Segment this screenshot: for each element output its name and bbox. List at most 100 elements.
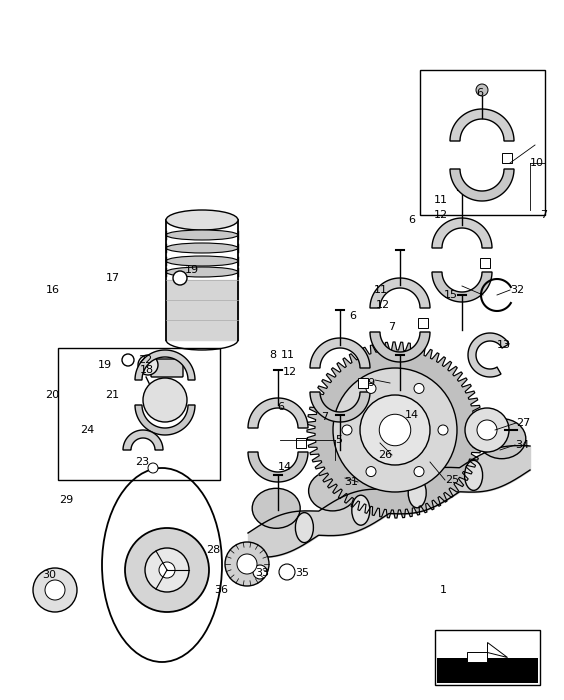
Circle shape: [253, 565, 267, 579]
Circle shape: [414, 467, 424, 477]
Text: 6: 6: [277, 402, 284, 412]
Polygon shape: [307, 342, 483, 518]
Text: 7: 7: [540, 210, 547, 220]
Circle shape: [173, 271, 187, 285]
Ellipse shape: [365, 454, 413, 494]
Circle shape: [366, 384, 376, 393]
Bar: [437, 658, 538, 683]
Ellipse shape: [166, 256, 238, 266]
Text: 14: 14: [405, 410, 419, 420]
Ellipse shape: [252, 489, 300, 528]
Text: 11: 11: [434, 195, 448, 205]
Polygon shape: [123, 430, 163, 450]
Text: 27: 27: [516, 418, 530, 428]
Text: 25: 25: [445, 475, 459, 485]
Text: 30: 30: [42, 570, 56, 580]
Text: 22: 22: [138, 355, 152, 365]
Circle shape: [148, 463, 158, 473]
Text: 33: 33: [255, 568, 269, 578]
Polygon shape: [135, 405, 195, 435]
Polygon shape: [432, 218, 492, 248]
Circle shape: [159, 562, 175, 578]
Text: 23: 23: [135, 457, 149, 467]
Polygon shape: [468, 643, 508, 662]
Text: 7: 7: [388, 322, 395, 332]
Text: 34: 34: [515, 440, 529, 450]
Ellipse shape: [166, 243, 238, 253]
Polygon shape: [248, 452, 308, 482]
Circle shape: [379, 414, 411, 446]
Text: 13: 13: [497, 340, 511, 350]
Circle shape: [143, 378, 187, 422]
Text: 18: 18: [140, 365, 154, 375]
Text: 19: 19: [185, 265, 199, 275]
Ellipse shape: [166, 230, 238, 240]
Bar: [296, 438, 306, 448]
Polygon shape: [468, 333, 509, 377]
Ellipse shape: [352, 495, 370, 525]
Text: 1: 1: [440, 585, 447, 595]
Text: 9: 9: [367, 378, 374, 388]
Text: 17: 17: [106, 273, 120, 283]
Bar: [58, 348, 220, 480]
Text: 8: 8: [269, 350, 276, 360]
Polygon shape: [450, 109, 514, 141]
Text: 12: 12: [434, 210, 448, 220]
Polygon shape: [310, 338, 370, 368]
Text: 21: 21: [105, 390, 119, 400]
Bar: [502, 153, 512, 163]
Polygon shape: [135, 350, 195, 380]
Circle shape: [145, 548, 189, 592]
Circle shape: [360, 395, 430, 465]
Text: 35: 35: [295, 568, 309, 578]
FancyBboxPatch shape: [151, 359, 183, 377]
Circle shape: [333, 368, 457, 492]
Text: 32: 32: [510, 285, 524, 295]
Text: 19: 19: [98, 360, 112, 370]
Text: 12: 12: [283, 367, 297, 377]
Circle shape: [342, 425, 352, 435]
Text: 29: 29: [59, 495, 73, 505]
Circle shape: [477, 420, 497, 440]
Text: 28: 28: [206, 545, 221, 555]
Ellipse shape: [465, 461, 483, 491]
Circle shape: [465, 408, 509, 452]
Ellipse shape: [408, 478, 426, 508]
Polygon shape: [310, 392, 370, 422]
Bar: [480, 258, 490, 268]
Text: 10: 10: [530, 158, 544, 168]
Polygon shape: [370, 332, 430, 362]
Polygon shape: [450, 169, 514, 201]
Circle shape: [237, 554, 257, 574]
Polygon shape: [370, 278, 430, 308]
Text: 11: 11: [281, 350, 295, 360]
Text: 16: 16: [46, 285, 60, 295]
Ellipse shape: [296, 512, 314, 542]
Text: 15: 15: [444, 290, 458, 300]
Text: 6: 6: [476, 88, 483, 98]
Text: 12: 12: [376, 300, 390, 310]
Circle shape: [279, 564, 295, 580]
Text: 20: 20: [45, 390, 59, 400]
Circle shape: [414, 384, 424, 393]
Text: 26: 26: [378, 450, 392, 460]
Text: 6: 6: [349, 311, 356, 321]
Circle shape: [438, 425, 448, 435]
Text: 11: 11: [374, 285, 388, 295]
Circle shape: [138, 355, 158, 375]
Circle shape: [45, 580, 65, 600]
Bar: [435, 630, 540, 685]
Bar: [358, 378, 368, 388]
Circle shape: [225, 542, 269, 586]
Ellipse shape: [166, 210, 238, 230]
Circle shape: [366, 467, 376, 477]
Text: 7: 7: [321, 412, 328, 422]
Circle shape: [33, 568, 77, 612]
Text: 14: 14: [278, 462, 292, 472]
Text: 31: 31: [344, 477, 358, 487]
Bar: [418, 318, 428, 328]
Bar: [420, 70, 545, 215]
Ellipse shape: [478, 419, 526, 458]
Circle shape: [125, 528, 209, 612]
Ellipse shape: [421, 436, 469, 476]
